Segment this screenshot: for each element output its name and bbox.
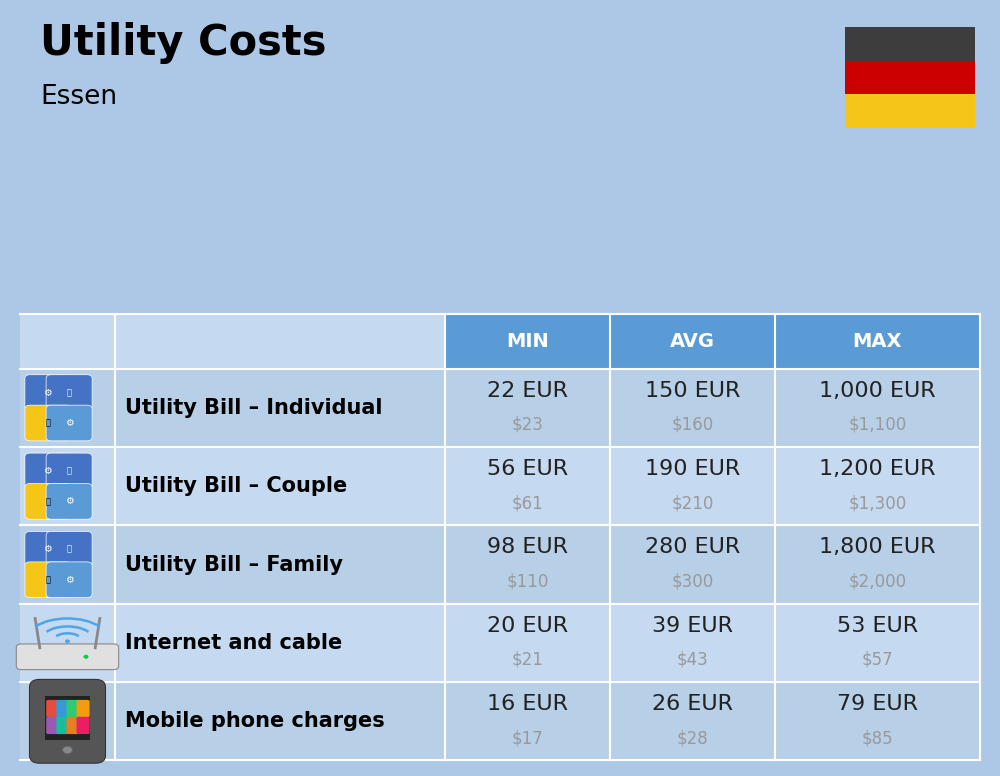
FancyBboxPatch shape — [25, 405, 71, 441]
FancyBboxPatch shape — [30, 680, 106, 764]
Text: $160: $160 — [671, 416, 714, 434]
Text: ⚙: ⚙ — [44, 544, 52, 554]
FancyBboxPatch shape — [46, 405, 92, 441]
FancyBboxPatch shape — [445, 314, 610, 369]
Text: $23: $23 — [512, 416, 543, 434]
Circle shape — [65, 639, 70, 643]
Text: AVG: AVG — [670, 332, 715, 351]
Text: 👤: 👤 — [67, 545, 72, 554]
Text: Utility Bill – Family: Utility Bill – Family — [125, 555, 343, 574]
Text: Utility Bill – Individual: Utility Bill – Individual — [125, 398, 382, 417]
Text: Utility Costs: Utility Costs — [40, 22, 326, 64]
Text: ⚙: ⚙ — [65, 418, 73, 428]
Text: ⚙: ⚙ — [65, 497, 73, 507]
Text: $57: $57 — [862, 651, 893, 669]
FancyBboxPatch shape — [20, 604, 980, 682]
FancyBboxPatch shape — [77, 717, 90, 734]
FancyBboxPatch shape — [845, 95, 975, 128]
FancyBboxPatch shape — [46, 453, 92, 489]
FancyBboxPatch shape — [775, 314, 980, 369]
FancyBboxPatch shape — [46, 532, 92, 567]
FancyBboxPatch shape — [46, 717, 59, 734]
Text: $110: $110 — [506, 573, 549, 591]
FancyBboxPatch shape — [66, 700, 80, 717]
Circle shape — [83, 655, 88, 659]
Text: 22 EUR: 22 EUR — [487, 381, 568, 400]
Text: 20 EUR: 20 EUR — [487, 616, 568, 636]
Text: 98 EUR: 98 EUR — [487, 538, 568, 557]
Text: 56 EUR: 56 EUR — [487, 459, 568, 479]
Text: $17: $17 — [512, 729, 543, 747]
Text: 🔌: 🔌 — [45, 497, 50, 506]
Text: $1,100: $1,100 — [848, 416, 907, 434]
Text: 🔌: 🔌 — [45, 575, 50, 584]
FancyBboxPatch shape — [20, 369, 980, 447]
Text: Utility Bill – Couple: Utility Bill – Couple — [125, 476, 347, 496]
Text: 👤: 👤 — [67, 466, 72, 476]
Text: 26 EUR: 26 EUR — [652, 695, 733, 714]
Text: 280 EUR: 280 EUR — [645, 538, 740, 557]
Text: Mobile phone charges: Mobile phone charges — [125, 712, 385, 731]
Text: $43: $43 — [677, 651, 708, 669]
Text: $210: $210 — [671, 494, 714, 512]
FancyBboxPatch shape — [16, 644, 119, 670]
Text: MIN: MIN — [506, 332, 549, 351]
FancyBboxPatch shape — [845, 27, 975, 61]
FancyBboxPatch shape — [25, 453, 71, 489]
FancyBboxPatch shape — [77, 700, 90, 717]
FancyBboxPatch shape — [46, 700, 59, 717]
Text: ⚙: ⚙ — [44, 466, 52, 476]
FancyBboxPatch shape — [610, 314, 775, 369]
Text: 1,000 EUR: 1,000 EUR — [819, 381, 936, 400]
FancyBboxPatch shape — [56, 717, 70, 734]
FancyBboxPatch shape — [25, 562, 71, 598]
FancyBboxPatch shape — [20, 447, 980, 525]
FancyBboxPatch shape — [46, 562, 92, 598]
Text: $61: $61 — [512, 494, 543, 512]
FancyBboxPatch shape — [46, 483, 92, 519]
Text: 16 EUR: 16 EUR — [487, 695, 568, 714]
Text: 39 EUR: 39 EUR — [652, 616, 733, 636]
Text: $2,000: $2,000 — [848, 573, 907, 591]
FancyBboxPatch shape — [20, 682, 980, 760]
Text: 👤: 👤 — [67, 388, 72, 397]
Text: MAX: MAX — [853, 332, 902, 351]
Text: 79 EUR: 79 EUR — [837, 695, 918, 714]
Text: 1,200 EUR: 1,200 EUR — [819, 459, 936, 479]
Text: 1,800 EUR: 1,800 EUR — [819, 538, 936, 557]
FancyBboxPatch shape — [56, 700, 70, 717]
Text: 190 EUR: 190 EUR — [645, 459, 740, 479]
FancyBboxPatch shape — [45, 695, 90, 740]
FancyBboxPatch shape — [20, 525, 980, 604]
FancyBboxPatch shape — [25, 532, 71, 567]
FancyBboxPatch shape — [20, 314, 445, 369]
Text: $85: $85 — [862, 729, 893, 747]
FancyBboxPatch shape — [25, 375, 71, 411]
Text: 150 EUR: 150 EUR — [645, 381, 740, 400]
FancyBboxPatch shape — [845, 61, 975, 95]
Text: $28: $28 — [677, 729, 708, 747]
Circle shape — [63, 747, 72, 753]
Text: ⚙: ⚙ — [44, 387, 52, 397]
Text: 🔌: 🔌 — [45, 418, 50, 428]
Text: 53 EUR: 53 EUR — [837, 616, 918, 636]
Text: $1,300: $1,300 — [848, 494, 907, 512]
Text: $21: $21 — [512, 651, 543, 669]
FancyBboxPatch shape — [46, 375, 92, 411]
FancyBboxPatch shape — [66, 717, 80, 734]
Text: ⚙: ⚙ — [65, 575, 73, 585]
FancyBboxPatch shape — [25, 483, 71, 519]
Text: Internet and cable: Internet and cable — [125, 633, 342, 653]
Text: $300: $300 — [671, 573, 714, 591]
Text: Essen: Essen — [40, 84, 117, 110]
